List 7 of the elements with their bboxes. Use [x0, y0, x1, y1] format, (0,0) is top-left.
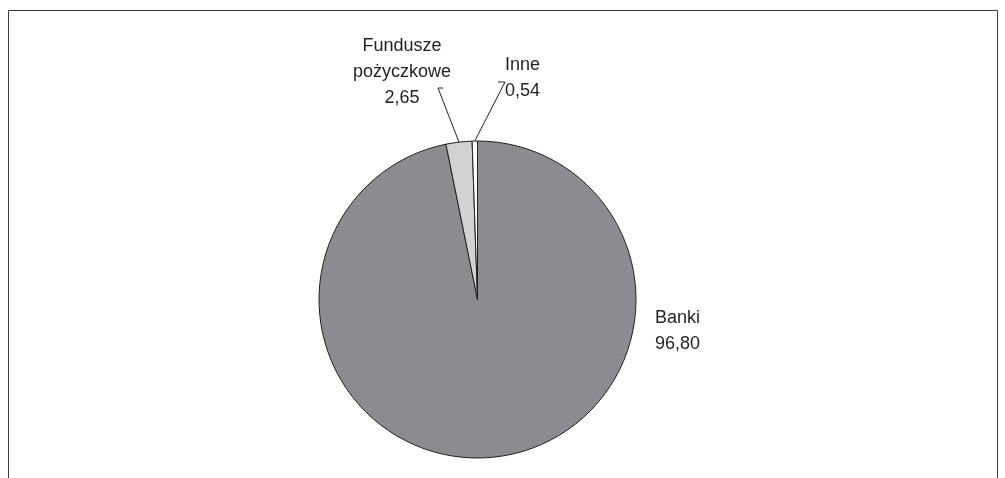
slice-label: Banki	[655, 307, 701, 327]
data-label: 96,80	[655, 333, 701, 353]
pie-slice	[318, 140, 637, 459]
slice-label: Inne	[505, 54, 541, 74]
data-label: 2,65	[384, 87, 420, 107]
data-label: 0,54	[505, 80, 541, 100]
slice-label: Fundusze pożyczkowe	[352, 35, 452, 81]
